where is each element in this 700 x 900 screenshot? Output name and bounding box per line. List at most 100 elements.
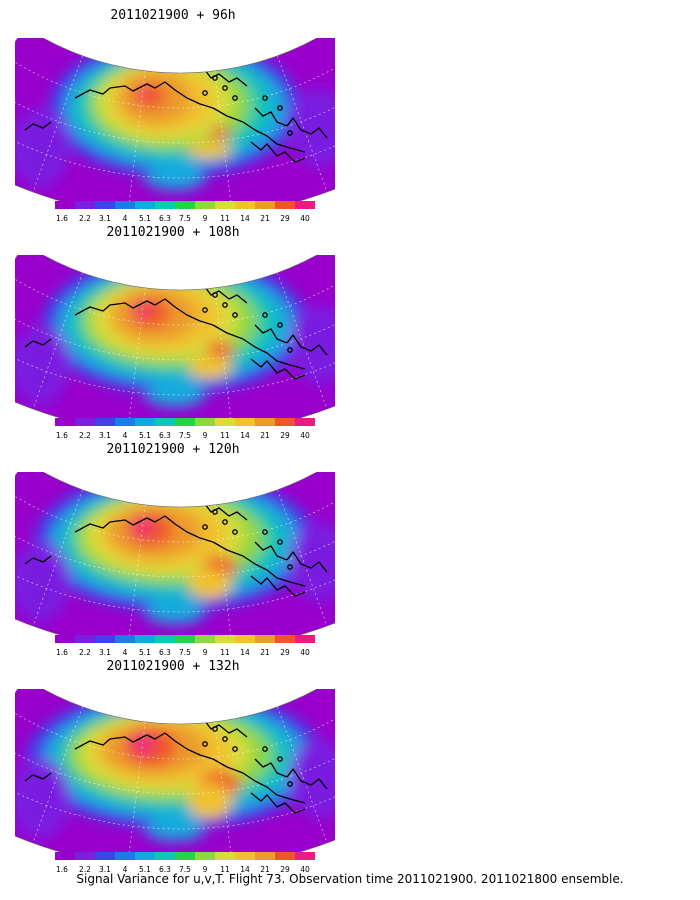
colorbar-tick-label: 14 [240, 214, 250, 223]
colorbar-swatch [195, 635, 215, 643]
coastline [24, 280, 328, 380]
figure-caption: Signal Variance for u,v,T. Flight 73. Ob… [76, 872, 624, 886]
variance-field [15, 689, 335, 859]
colorbar: 1.6 2.2 3.1 4 5.1 6.3 7.5 9 11 14 21 29 40 [55, 201, 315, 223]
lat-lon-grid [15, 55, 335, 208]
colorbar-swatch [155, 852, 175, 860]
colorbar-swatch [275, 852, 295, 860]
colorbar-tick-label: 40 [300, 431, 310, 440]
panel-title: 2011021900 + 108h [106, 225, 240, 240]
colorbar-swatch [115, 201, 135, 209]
colorbar-swatch [135, 418, 155, 426]
forecast-panel: 2011021900 + 96h 1.6 2.2 3.1 4 5.1 6.3 7.5 9 11 14… [0, 8, 360, 223]
colorbar-tick-label: 5.1 [139, 214, 151, 223]
colorbar-swatch [95, 635, 115, 643]
variance-map [15, 255, 335, 425]
colorbar-tick-label: 7.5 [179, 865, 191, 874]
colorbar-tick-label: 29 [280, 648, 290, 657]
colorbar-swatch [155, 201, 175, 209]
colorbar-swatch [295, 852, 315, 860]
colorbar-swatch [75, 201, 95, 209]
colorbar-swatch [255, 635, 275, 643]
variance-field [15, 38, 335, 208]
colorbar-swatch [295, 635, 315, 643]
colorbar-tick-label: 5.1 [139, 865, 151, 874]
colorbar-tick-label: 40 [300, 214, 310, 223]
colorbar-tick-label: 9 [203, 648, 208, 657]
panel-title: 2011021900 + 132h [106, 659, 240, 674]
lat-lon-grid [15, 489, 335, 642]
colorbar-swatch [55, 418, 75, 426]
colorbar-swatch [275, 635, 295, 643]
colorbar-swatch [55, 201, 75, 209]
colorbar-swatch [255, 852, 275, 860]
colorbar-tick-label: 4 [123, 865, 128, 874]
colorbar-tick-label: 21 [260, 865, 270, 874]
colorbar-swatch [255, 418, 275, 426]
colorbar: 1.6 2.2 3.1 4 5.1 6.3 7.5 9 11 14 21 29 40 [55, 635, 315, 657]
variance-field [15, 472, 335, 642]
variance-map [15, 472, 335, 642]
colorbar-tick-label: 40 [300, 648, 310, 657]
colorbar-tick-label: 3.1 [99, 648, 111, 657]
colorbar-tick-label: 1.6 [56, 214, 68, 223]
colorbar-tick-label: 21 [260, 648, 270, 657]
colorbar-swatch [95, 852, 115, 860]
colorbar-swatch [275, 201, 295, 209]
colorbar-tick-label: 21 [260, 431, 270, 440]
colorbar-tick-label: 6.3 [159, 431, 171, 440]
colorbar-tick-label: 11 [220, 431, 230, 440]
colorbar-tick-label: 2.2 [79, 431, 91, 440]
colorbar-swatch [135, 201, 155, 209]
colorbar-swatch [175, 635, 195, 643]
colorbar-swatch [215, 852, 235, 860]
colorbar-swatch [135, 852, 155, 860]
lat-lon-grid [15, 706, 335, 859]
colorbar-swatch [75, 418, 95, 426]
colorbar-swatch [75, 635, 95, 643]
colorbar-tick-label: 29 [280, 214, 290, 223]
colorbar-tick-label: 11 [220, 865, 230, 874]
lat-lon-grid [15, 272, 335, 425]
colorbar-tick-label: 4 [123, 431, 128, 440]
colorbar-swatch [195, 201, 215, 209]
colorbar-swatch [75, 852, 95, 860]
colorbar-tick-label: 14 [240, 865, 250, 874]
colorbar-tick-label: 6.3 [159, 214, 171, 223]
colorbar-swatch [95, 418, 115, 426]
colorbar-tick-label: 7.5 [179, 648, 191, 657]
colorbar-swatch [155, 418, 175, 426]
colorbar-tick-label: 6.3 [159, 648, 171, 657]
colorbar-tick-label: 11 [220, 214, 230, 223]
colorbar-swatch [215, 418, 235, 426]
colorbar-tick-label: 2.2 [79, 214, 91, 223]
colorbar-swatch [215, 635, 235, 643]
forecast-panel: 2011021900 + 120h 1.6 2.2 3.1 4 5.1 6.3 7.5 9 11 1… [0, 442, 360, 657]
panel-title: 2011021900 + 120h [106, 442, 240, 457]
colorbar-swatch [55, 852, 75, 860]
colorbar: 1.6 2.2 3.1 4 5.1 6.3 7.5 9 11 14 21 29 40 [55, 418, 315, 440]
colorbar-tick-label: 11 [220, 648, 230, 657]
colorbar-tick-label: 2.2 [79, 648, 91, 657]
colorbar-swatch [175, 852, 195, 860]
colorbar-tick-label: 9 [203, 431, 208, 440]
colorbar-tick-label: 3.1 [99, 865, 111, 874]
colorbar-tick-label: 5.1 [139, 431, 151, 440]
colorbar-swatch [155, 635, 175, 643]
colorbar-tick-label: 2.2 [79, 865, 91, 874]
colorbar-swatch [195, 852, 215, 860]
colorbar-swatch [235, 852, 255, 860]
colorbar-swatch [115, 852, 135, 860]
colorbar-swatch [235, 418, 255, 426]
colorbar-swatch [295, 418, 315, 426]
variance-map [15, 38, 335, 208]
colorbar-tick-label: 29 [280, 431, 290, 440]
colorbar-swatch [195, 418, 215, 426]
colorbar-tick-label: 4 [123, 214, 128, 223]
forecast-panel: 2011021900 + 108h 1.6 2.2 3.1 4 5.1 6.3 7.5 9 11 1… [0, 225, 360, 440]
colorbar-tick-label: 3.1 [99, 214, 111, 223]
colorbar-tick-label: 7.5 [179, 214, 191, 223]
panel-title: 2011021900 + 96h [110, 8, 236, 23]
colorbar-swatch [275, 418, 295, 426]
colorbar-tick-label: 1.6 [56, 431, 68, 440]
